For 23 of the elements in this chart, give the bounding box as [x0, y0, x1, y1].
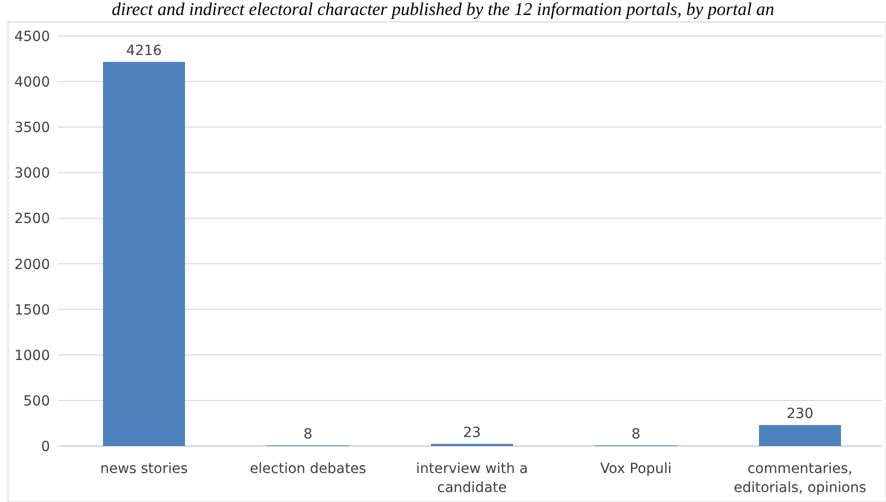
x-tick-label: news stories	[100, 461, 188, 477]
data-label: 8	[632, 426, 640, 442]
y-tick-label: 1000	[14, 348, 50, 364]
y-tick-label: 500	[23, 393, 50, 410]
y-tick-label: 4000	[14, 74, 50, 91]
y-tick-label: 3000	[14, 166, 50, 182]
data-label: 8	[304, 426, 312, 442]
x-tick-label: interview with a candidate	[416, 461, 528, 496]
y-tick-label: 3500	[14, 120, 50, 136]
y-tick-label: 2000	[14, 256, 50, 273]
data-label: 23	[463, 424, 481, 441]
data-label: 4216	[126, 42, 162, 59]
chart-title: direct and indirect electoral character published by the 12 information portals, by portal an	[112, 0, 774, 19]
bar	[759, 425, 841, 446]
y-tick-label: 2500	[14, 211, 50, 228]
bar	[103, 62, 185, 446]
data-label: 230	[786, 406, 814, 422]
x-tick-label: commentaries, editorials, opinions	[734, 461, 866, 496]
y-tick-label: 4500	[14, 29, 50, 45]
x-tick-label: Vox Populi	[600, 461, 672, 477]
y-tick-label: 0	[41, 439, 50, 455]
x-tick-label: election debates	[250, 461, 366, 477]
y-tick-label: 1500	[14, 302, 50, 318]
